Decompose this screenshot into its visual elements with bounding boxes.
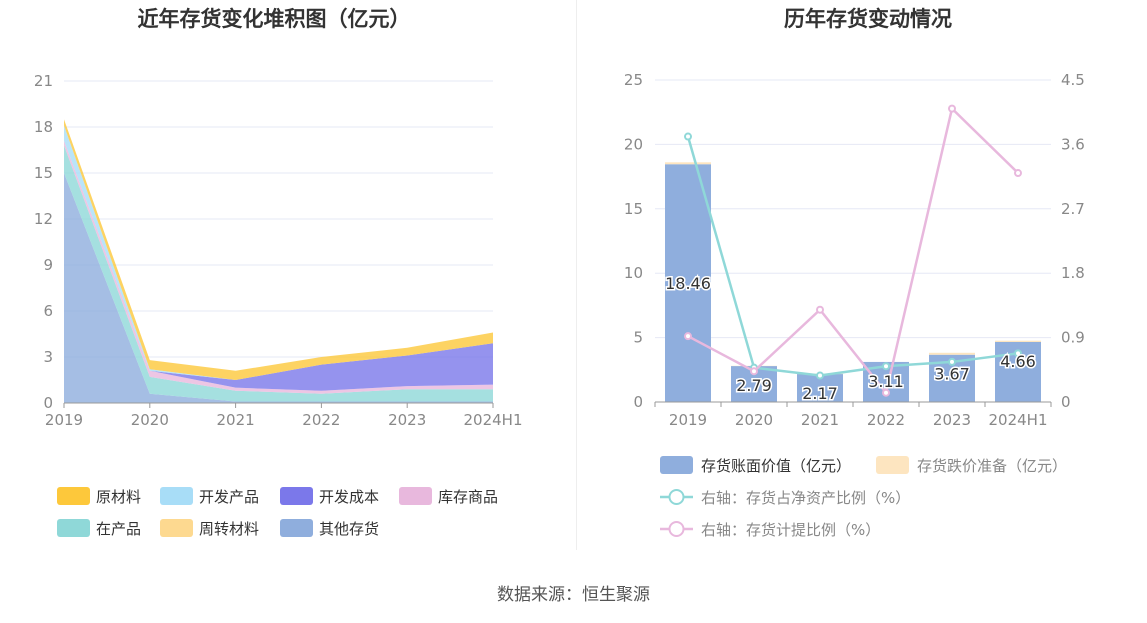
- right-legend-marker: [670, 490, 684, 504]
- left-legend-label: 开发成本: [319, 488, 379, 506]
- left-y-tick-label: 12: [34, 210, 53, 228]
- left-y-tick-label: 15: [34, 164, 53, 182]
- left-y-tick-label: 3: [43, 348, 53, 366]
- panel-divider: [576, 0, 577, 550]
- bar-data-label: 2.79: [736, 376, 772, 395]
- left-x-tick-label: 2019: [45, 411, 83, 429]
- right-x-tick-label: 2020: [735, 411, 773, 429]
- left-legend-swatch: [57, 519, 90, 537]
- line-series-3: [688, 109, 1018, 393]
- right-x-tick-label: 2022: [867, 411, 905, 429]
- line-point-3: [817, 307, 823, 313]
- left-legend-swatch: [160, 519, 193, 537]
- left-legend-label: 在产品: [96, 520, 141, 538]
- left-legend-label: 周转材料: [199, 520, 259, 538]
- left-x-tick-label: 2022: [302, 411, 340, 429]
- left-legend-label: 库存商品: [438, 488, 498, 506]
- bar-data-label: 2.17: [802, 384, 838, 403]
- left-x-tick-label: 2023: [388, 411, 426, 429]
- right-x-tick-label: 2019: [669, 411, 707, 429]
- right-y2-tick-label: 3.6: [1061, 135, 1085, 153]
- right-x-tick-label: 2021: [801, 411, 839, 429]
- right-y2-tick-label: 1.8: [1061, 264, 1085, 282]
- left-legend-swatch: [280, 519, 313, 537]
- left-legend-swatch: [57, 487, 90, 505]
- line-point-3: [1015, 170, 1021, 176]
- left-legend-swatch: [160, 487, 193, 505]
- bar-data-label: 3.11: [868, 372, 904, 391]
- right-y-tick-label: 10: [624, 264, 643, 282]
- bar-impairment-reserve: [665, 162, 711, 164]
- right-y-tick-label: 25: [624, 71, 643, 89]
- bar-impairment-reserve: [995, 341, 1041, 342]
- right-x-tick-label: 2024H1: [989, 411, 1048, 429]
- left-legend-label: 开发产品: [199, 488, 259, 506]
- bar-impairment-reserve: [929, 353, 975, 355]
- right-y-tick-label: 20: [624, 135, 643, 153]
- source-note: 数据来源：恒生聚源: [0, 580, 1147, 605]
- bar-data-label: 4.66: [1000, 352, 1036, 371]
- right-y-tick-label: 15: [624, 200, 643, 218]
- right-chart-title: 历年存货变动情况: [784, 7, 952, 31]
- left-y-tick-label: 9: [43, 256, 53, 274]
- right-legend-label: 存货账面价值（亿元）: [701, 457, 851, 475]
- right-legend-swatch: [876, 456, 909, 474]
- line-point-3: [949, 106, 955, 112]
- right-y-tick-label: 0: [633, 393, 643, 411]
- line-series-2: [688, 137, 1018, 376]
- right-y2-tick-label: 4.5: [1061, 71, 1085, 89]
- bar-data-label: 18.46: [665, 274, 711, 293]
- left-chart-title: 近年存货变化堆积图（亿元）: [138, 7, 411, 31]
- right-y2-tick-label: 0: [1061, 393, 1071, 411]
- right-legend-swatch: [660, 456, 693, 474]
- left-legend-label: 其他存货: [319, 520, 379, 538]
- left-x-tick-label: 2021: [217, 411, 255, 429]
- left-legend-label: 原材料: [96, 488, 141, 506]
- left-x-tick-label: 2020: [131, 411, 169, 429]
- line-point-2: [685, 134, 691, 140]
- right-y2-tick-label: 2.7: [1061, 200, 1085, 218]
- left-legend-swatch: [280, 487, 313, 505]
- right-legend-label: 存货跌价准备（亿元）: [917, 457, 1067, 475]
- right-y-tick-label: 5: [633, 329, 643, 347]
- bar-data-label: 3.67: [934, 365, 970, 384]
- left-y-tick-label: 18: [34, 118, 53, 136]
- right-legend-label: 右轴：存货占净资产比例（%）: [701, 489, 910, 507]
- left-legend-swatch: [399, 487, 432, 505]
- line-point-3: [751, 368, 757, 374]
- right-x-tick-label: 2023: [933, 411, 971, 429]
- right-legend-label: 右轴：存货计提比例（%）: [701, 521, 880, 539]
- left-y-tick-label: 21: [34, 72, 53, 90]
- line-point-2: [817, 373, 823, 379]
- left-x-tick-label: 2024H1: [464, 411, 523, 429]
- left-y-tick-label: 6: [43, 302, 53, 320]
- right-legend-marker: [670, 522, 684, 536]
- line-point-2: [883, 363, 889, 369]
- right-y2-tick-label: 0.9: [1061, 329, 1085, 347]
- left-y-tick-label: 0: [43, 394, 53, 412]
- line-point-3: [685, 333, 691, 339]
